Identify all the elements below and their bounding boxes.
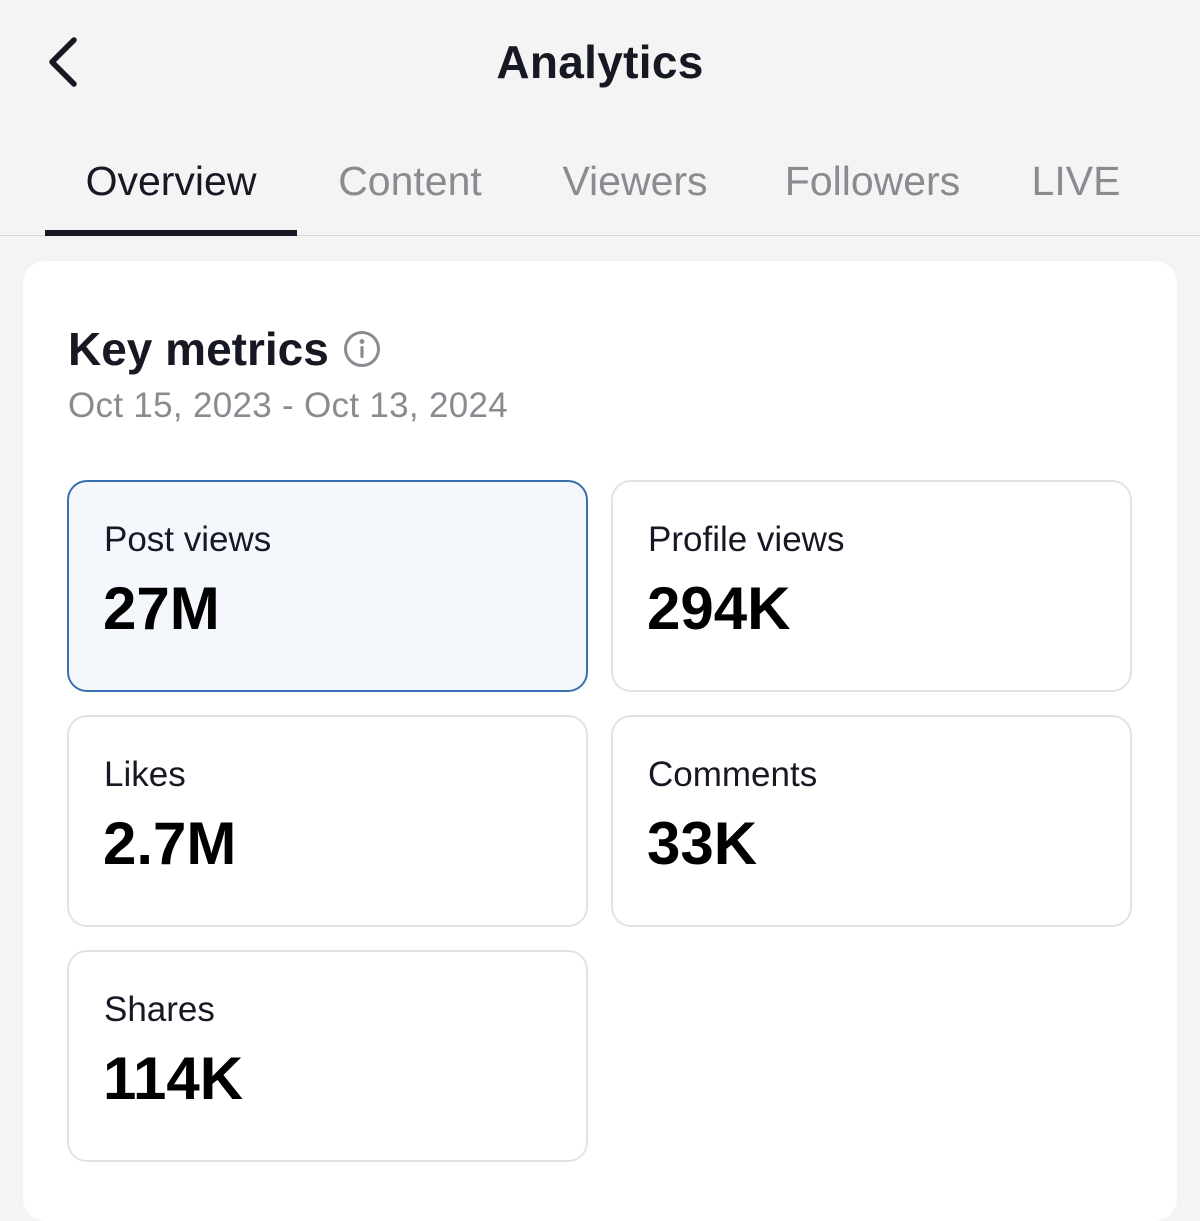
metric-label: Profile views (648, 520, 845, 559)
metric-value: 2.7M (103, 810, 237, 877)
metric-card-comments[interactable]: Comments 33K (611, 715, 1132, 927)
metric-card-post-views[interactable]: Post views 27M (67, 480, 588, 692)
metric-value: 114K (103, 1045, 244, 1112)
info-icon[interactable] (343, 330, 381, 368)
tab-viewers[interactable]: Viewers (562, 158, 708, 204)
tab-live[interactable]: LIVE (1031, 158, 1121, 204)
metric-value: 33K (647, 810, 758, 877)
metric-label: Post views (104, 520, 272, 559)
metric-card-profile-views[interactable]: Profile views 294K (611, 480, 1132, 692)
tab-bar: Overview Content Viewers Followers LIVE (0, 140, 1200, 236)
top-bar: Analytics (0, 0, 1200, 125)
metric-label: Likes (104, 755, 186, 794)
chevron-left-icon (49, 37, 77, 87)
page-title: Analytics (496, 36, 704, 88)
date-range: Oct 15, 2023 - Oct 13, 2024 (68, 386, 509, 425)
back-button[interactable] (30, 26, 94, 98)
metric-label: Comments (648, 755, 818, 794)
metric-label: Shares (104, 990, 215, 1029)
metric-card-shares[interactable]: Shares 114K (67, 950, 588, 1162)
metric-value: 27M (103, 575, 220, 642)
metric-card-likes[interactable]: Likes 2.7M (67, 715, 588, 927)
tab-followers[interactable]: Followers (784, 158, 961, 204)
tab-content[interactable]: Content (338, 158, 482, 204)
key-metrics-header: Key metrics (68, 319, 381, 379)
key-metrics-card: Key metrics Oct 15, 2023 - Oct 13, 2024 … (23, 261, 1177, 1221)
tab-overview[interactable]: Overview (45, 140, 297, 236)
key-metrics-title: Key metrics (68, 323, 329, 375)
metric-value: 294K (647, 575, 791, 642)
